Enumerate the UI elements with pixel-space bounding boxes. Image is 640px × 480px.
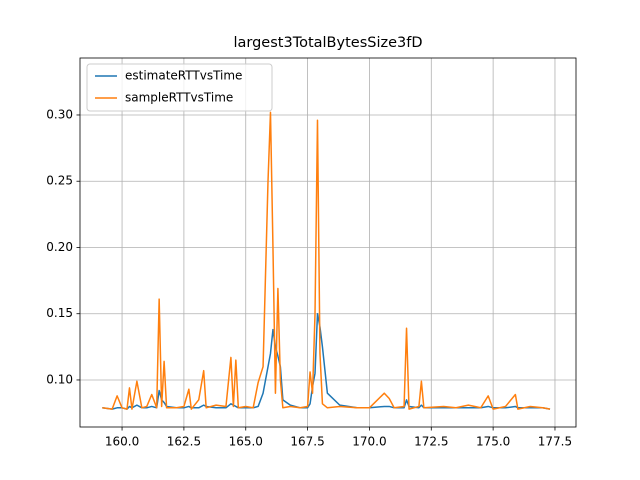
legend-box	[86, 63, 273, 112]
x-tick-label: 170.0	[352, 435, 386, 449]
x-tick-label: 160.0	[105, 435, 139, 449]
chart-title: largest3TotalBytesSize3fD	[233, 35, 422, 51]
legend-label: estimateRTTvsTime	[125, 69, 242, 83]
x-tick-label: 165.0	[229, 435, 263, 449]
y-tick-label: 0.20	[46, 240, 73, 254]
y-tick-label: 0.25	[46, 174, 73, 188]
y-tick-label: 0.15	[46, 306, 73, 320]
y-tick-label: 0.10	[46, 372, 73, 386]
x-tick-label: 162.5	[167, 435, 201, 449]
y-tick-label: 0.30	[46, 107, 73, 121]
x-tick-label: 167.5	[290, 435, 324, 449]
plot-frame	[79, 57, 577, 428]
x-tick-label: 177.5	[538, 435, 572, 449]
x-tick-label: 175.0	[476, 435, 510, 449]
data-line	[102, 111, 551, 410]
legend-label: sampleRTTvsTime	[125, 91, 233, 105]
x-tick-label: 172.5	[414, 435, 448, 449]
